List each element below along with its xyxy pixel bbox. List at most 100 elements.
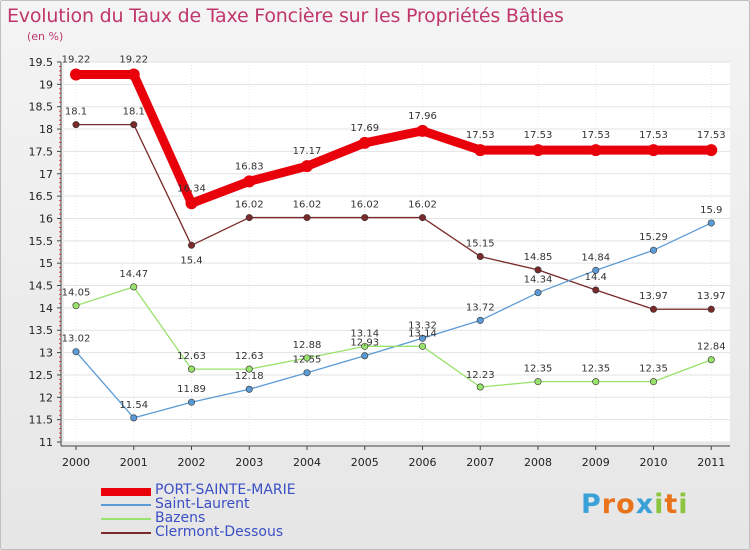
data-label: 15.4 bbox=[180, 255, 202, 266]
data-label: 13.14 bbox=[408, 328, 437, 339]
x-tick-label: 2003 bbox=[235, 456, 263, 469]
data-label: 17.53 bbox=[466, 130, 495, 141]
data-point bbox=[245, 214, 253, 222]
data-label: 17.17 bbox=[293, 146, 322, 157]
data-label: 17.53 bbox=[697, 130, 726, 141]
y-tick-label: 11.5 bbox=[29, 414, 54, 427]
data-point bbox=[188, 398, 196, 406]
data-label: 14.34 bbox=[524, 275, 553, 286]
legend-label: Saint-Laurent bbox=[155, 496, 250, 512]
data-point bbox=[130, 414, 138, 422]
data-point bbox=[592, 266, 600, 274]
y-tick-label: 15.5 bbox=[29, 235, 54, 248]
data-point bbox=[534, 378, 542, 386]
data-point bbox=[534, 266, 542, 274]
data-point bbox=[476, 383, 484, 391]
data-label: 15.9 bbox=[700, 205, 722, 216]
series-line-bazens bbox=[75, 286, 712, 388]
x-tick-label: 2001 bbox=[120, 456, 148, 469]
logo-letter: x bbox=[635, 489, 655, 520]
x-tick-label: 2007 bbox=[466, 456, 494, 469]
data-label: 18.1 bbox=[65, 107, 87, 118]
series-line-clermont-dessous bbox=[75, 123, 712, 310]
y-tick-label: 12 bbox=[39, 391, 53, 404]
data-label: 11.89 bbox=[177, 384, 206, 395]
data-point bbox=[245, 365, 253, 373]
data-point bbox=[72, 302, 80, 310]
data-point bbox=[243, 175, 256, 188]
data-point bbox=[476, 316, 484, 324]
data-point bbox=[303, 214, 311, 222]
logo-letter: i bbox=[654, 489, 665, 520]
y-tick-label: 18 bbox=[39, 123, 53, 136]
data-point bbox=[418, 342, 426, 350]
data-point bbox=[245, 385, 253, 393]
data-point bbox=[418, 214, 426, 222]
data-point bbox=[127, 68, 140, 81]
data-label: 13.72 bbox=[466, 302, 495, 313]
legend-label: Clermont-Dessous bbox=[155, 524, 284, 540]
data-label: 14.47 bbox=[119, 269, 148, 280]
data-point bbox=[705, 144, 718, 157]
data-label: 17.53 bbox=[639, 130, 668, 141]
data-point bbox=[188, 241, 196, 249]
data-point bbox=[70, 68, 82, 81]
data-point bbox=[185, 197, 198, 210]
data-label: 12.93 bbox=[350, 338, 379, 349]
data-label: 17.96 bbox=[408, 111, 437, 122]
data-label: 12.35 bbox=[524, 364, 553, 375]
data-point bbox=[303, 369, 311, 377]
y-tick-label: 18.5 bbox=[29, 101, 54, 114]
data-label: 14.84 bbox=[581, 252, 610, 263]
data-label: 12.35 bbox=[581, 364, 610, 375]
data-label: 14.05 bbox=[62, 288, 91, 299]
x-tick-label: 2009 bbox=[582, 456, 610, 469]
data-point bbox=[649, 378, 657, 386]
data-label: 12.63 bbox=[177, 351, 206, 362]
data-point bbox=[707, 356, 715, 364]
data-point bbox=[416, 124, 429, 137]
x-tick-label: 2008 bbox=[524, 456, 552, 469]
data-point bbox=[476, 252, 484, 260]
data-label: 12.18 bbox=[235, 371, 264, 382]
legend-label: Bazens bbox=[155, 510, 206, 526]
data-label: 12.63 bbox=[235, 351, 264, 362]
data-point bbox=[303, 354, 311, 362]
y-tick-label: 19 bbox=[39, 78, 53, 91]
data-label: 14.4 bbox=[585, 272, 607, 283]
data-point bbox=[361, 214, 369, 222]
logo-letter: P bbox=[581, 489, 602, 520]
data-label: 19.22 bbox=[119, 55, 148, 66]
data-label: 14.85 bbox=[524, 252, 553, 263]
data-point bbox=[647, 144, 660, 157]
data-point bbox=[361, 342, 369, 350]
y-tick-label: 13 bbox=[39, 347, 53, 360]
data-label: 15.15 bbox=[466, 238, 495, 249]
data-point bbox=[358, 136, 371, 149]
data-point bbox=[707, 305, 715, 313]
data-point bbox=[649, 305, 657, 313]
data-point bbox=[130, 121, 138, 129]
data-point bbox=[130, 283, 138, 291]
data-point bbox=[707, 219, 715, 227]
data-label: 12.35 bbox=[639, 364, 668, 375]
data-label: 16.02 bbox=[350, 200, 379, 211]
data-label: 17.53 bbox=[524, 130, 553, 141]
legend-swatch bbox=[101, 532, 151, 534]
legend-swatch bbox=[101, 488, 151, 496]
x-tick-label: 2011 bbox=[697, 456, 725, 469]
data-point bbox=[72, 348, 80, 356]
data-point bbox=[589, 144, 602, 157]
y-tick-label: 16.5 bbox=[29, 190, 54, 203]
data-label: 16.02 bbox=[408, 200, 437, 211]
data-point bbox=[418, 334, 426, 342]
x-tick-label: 2000 bbox=[62, 456, 90, 469]
logo-letter: i bbox=[678, 489, 689, 520]
data-point bbox=[592, 286, 600, 294]
x-tick-label: 2010 bbox=[640, 456, 668, 469]
plot-area bbox=[64, 62, 730, 442]
x-tick-label: 2005 bbox=[351, 456, 379, 469]
data-point bbox=[72, 121, 80, 129]
